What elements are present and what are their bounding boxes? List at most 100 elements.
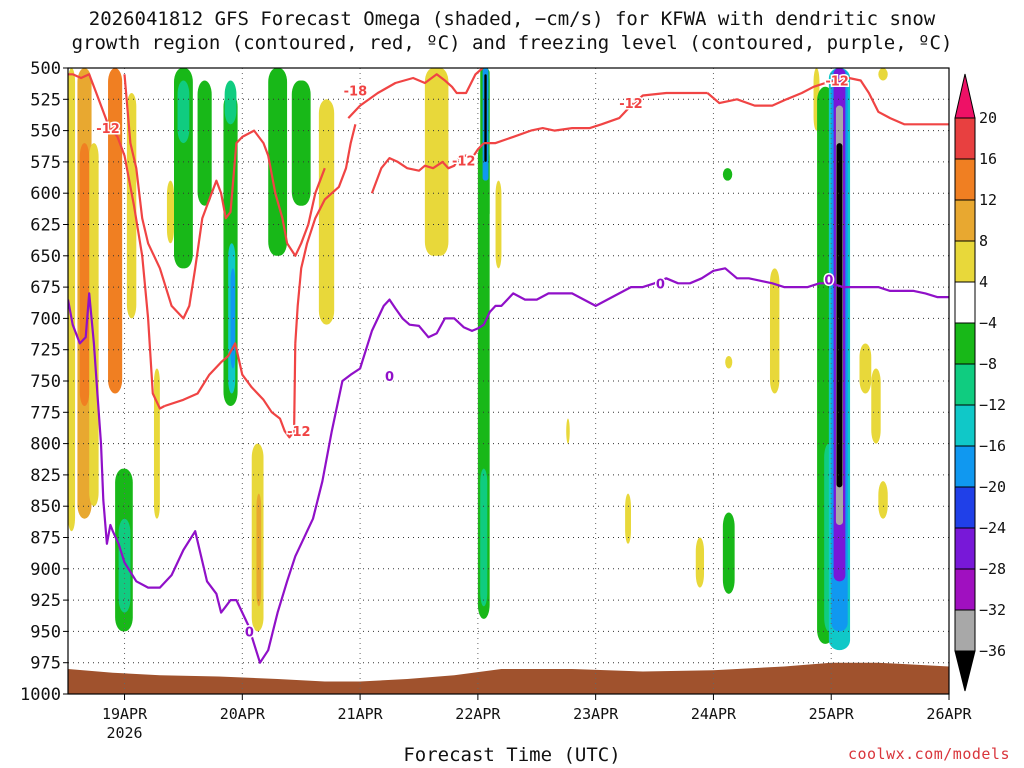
omega-blob-41 <box>878 68 888 81</box>
omega-blob-40 <box>878 481 888 519</box>
colorbar-cap-bottom <box>954 650 976 692</box>
omega-blob-0 <box>68 68 76 532</box>
colorbar-label-6: −8 <box>979 355 997 373</box>
omega-blob-30 <box>722 512 735 594</box>
omega-blob-28 <box>722 168 733 181</box>
ytick-label-950: 950 <box>30 622 61 642</box>
xtick-label-26: 26APR <box>926 705 972 723</box>
xtick-label-20: 20APR <box>220 705 266 723</box>
omega-blob-34 <box>769 268 780 394</box>
colorbar-box-3 <box>954 240 976 283</box>
dgz-line-7 <box>347 68 484 119</box>
dgz-line-3 <box>123 74 326 320</box>
ytick-label-625: 625 <box>30 216 61 236</box>
colorbar-label-0: 20 <box>979 109 997 127</box>
colorbar-label-13: −36 <box>979 642 1006 660</box>
ground-fill <box>68 662 949 694</box>
dgz-line-2 <box>294 124 357 344</box>
contour-label-2: -12 <box>452 155 476 170</box>
dgz-line-0 <box>68 73 166 410</box>
ytick-label-725: 725 <box>30 341 61 361</box>
omega-blob-12 <box>197 80 212 206</box>
colorbar-box-1 <box>954 158 976 201</box>
xtick-label-21: 21APR <box>338 705 384 723</box>
omega-blob-29 <box>725 355 733 369</box>
ground-layer <box>68 662 949 694</box>
ytick-label-900: 900 <box>30 560 61 580</box>
pressure-axis: 500 525 550 575 600 625 650 675 700 725 750 775 800 8… <box>20 59 68 705</box>
freezing-level-line-8 <box>68 267 949 664</box>
omega-blob-19 <box>268 68 288 256</box>
omega-blob-22 <box>324 199 330 256</box>
ytick-label-800: 800 <box>30 435 61 455</box>
ytick-label-1000: 1000 <box>20 685 61 705</box>
ytick-label-750: 750 <box>30 372 61 392</box>
xtick-sublabel-19: 2026 <box>106 724 142 742</box>
omega-blob-10 <box>177 80 190 144</box>
ytick-label-875: 875 <box>30 529 61 549</box>
ytick-label-650: 650 <box>30 247 61 267</box>
site-credit: coolwx.com/models <box>847 745 1010 763</box>
omega-blob-20 <box>291 80 311 206</box>
chart-title-line2: growth region (contoured, red, ºC) and f… <box>71 32 953 54</box>
colorbar-label-8: −16 <box>979 437 1006 455</box>
colorbar-box-6 <box>954 363 976 406</box>
omega-blob-23 <box>424 68 449 256</box>
contour-label-6: 0 <box>656 277 665 292</box>
colorbar-cap-top <box>954 73 976 119</box>
contour-lines <box>68 68 949 664</box>
xtick-label-25: 25APR <box>809 705 855 723</box>
colorbar-label-4: 4 <box>979 273 988 291</box>
ytick-label-500: 500 <box>30 59 61 79</box>
ytick-label-925: 925 <box>30 591 61 611</box>
colorbar-box-8 <box>954 445 976 488</box>
omega-blob-3 <box>79 143 90 407</box>
colorbar-label-11: −28 <box>979 560 1006 578</box>
ytick-label-975: 975 <box>30 654 61 674</box>
contour-labels: -12 -18 -12 -12 -12 -12 0 0 0 0 <box>95 73 851 642</box>
colorbar-label-7: −12 <box>979 396 1006 414</box>
colorbar-label-3: 8 <box>979 232 988 250</box>
omega-blob-18 <box>256 493 262 607</box>
ytick-label-575: 575 <box>30 153 61 173</box>
dgz-line-5 <box>483 91 708 145</box>
colorbar-label-5: −4 <box>979 314 997 332</box>
contour-label-5: -12 <box>287 425 311 440</box>
contour-label-4: -12 <box>825 75 849 90</box>
colorbar-label-1: 16 <box>979 150 997 168</box>
colorbar-box-4 <box>954 281 976 324</box>
ytick-label-700: 700 <box>30 309 61 329</box>
colorbar-box-2 <box>954 199 976 242</box>
contour-label-8: 0 <box>245 625 254 640</box>
xtick-label-23: 23APR <box>573 705 619 723</box>
omega-blob-33 <box>566 418 570 444</box>
omega-blob-32 <box>625 493 631 544</box>
colorbar-label-10: −24 <box>979 519 1006 537</box>
contour-label-0: -12 <box>96 122 120 137</box>
xtick-label-19: 19APR <box>102 705 148 723</box>
ytick-label-675: 675 <box>30 278 61 298</box>
colorbar-box-11 <box>954 568 976 611</box>
omega-band-7 <box>836 143 843 488</box>
colorbar-box-10 <box>954 527 976 570</box>
colorbar-box-5 <box>954 322 976 365</box>
colorbar-box-12 <box>954 609 976 652</box>
omega-blob-8 <box>118 518 131 613</box>
dgz-line-4 <box>370 142 485 194</box>
ytick-label-825: 825 <box>30 466 61 486</box>
xtick-label-24: 24APR <box>691 705 737 723</box>
ytick-label-850: 850 <box>30 497 61 517</box>
colorbar-box-7 <box>954 404 976 447</box>
contour-label-1: -18 <box>344 85 368 100</box>
ytick-label-775: 775 <box>30 403 61 423</box>
x-axis-label: Forecast Time (UTC) <box>403 744 621 766</box>
contour-label-7: 0 <box>385 370 394 385</box>
chart-title-line1: 2026041812 GFS Forecast Omega (shaded, −… <box>88 8 936 30</box>
omega-blob-16 <box>230 268 236 369</box>
ytick-label-600: 600 <box>30 184 61 204</box>
ytick-label-550: 550 <box>30 122 61 142</box>
xtick-label-22: 22APR <box>455 705 501 723</box>
colorbar-label-12: −32 <box>979 601 1006 619</box>
omega-blob-39 <box>871 368 881 444</box>
